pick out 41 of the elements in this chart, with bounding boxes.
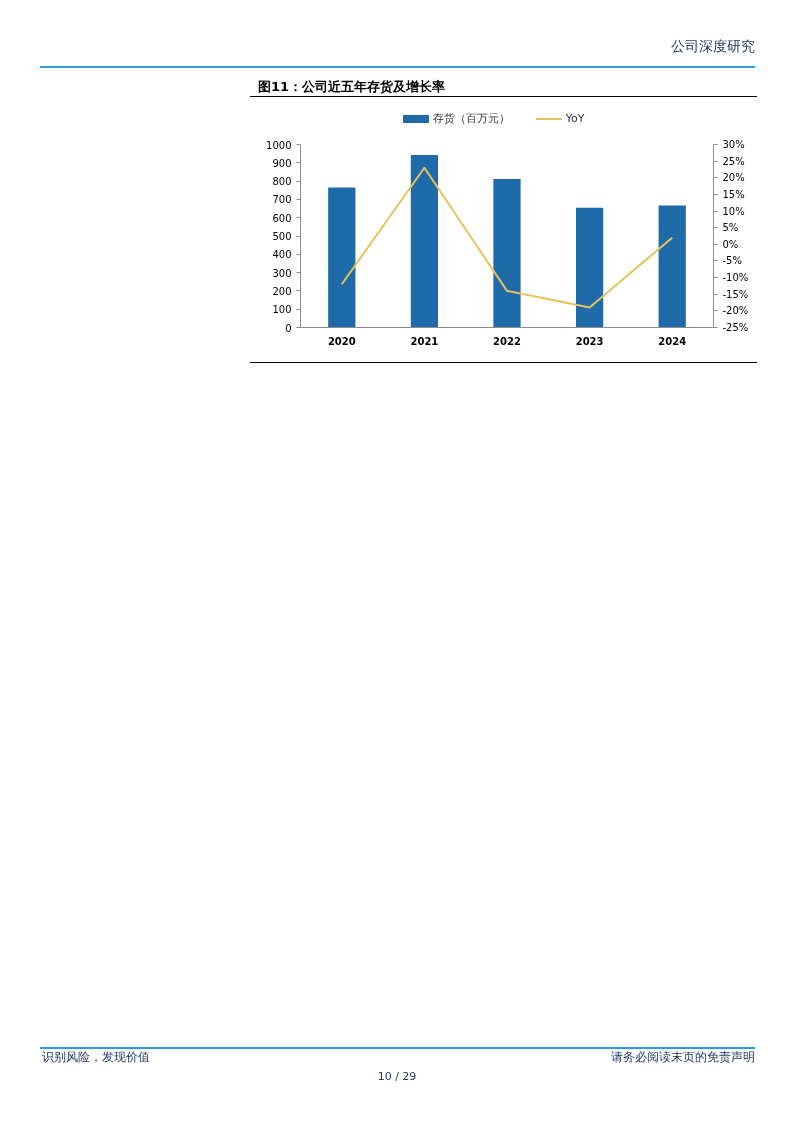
- y2-tick-label: 15%: [722, 188, 745, 200]
- chart-title: 图11：公司近五年存货及增长率: [258, 79, 446, 95]
- y-tick-label: 300: [272, 267, 292, 279]
- y-tick-label: 0: [285, 322, 292, 334]
- y-tick-label: 100: [272, 304, 292, 316]
- bar: [328, 187, 356, 328]
- y-tick-label: 600: [272, 212, 292, 224]
- text: 识别风险，发现价值: [42, 1050, 150, 1065]
- y-tick-label: 700: [272, 194, 292, 206]
- bar: [575, 207, 604, 328]
- y-tick-label: 500: [272, 231, 292, 242]
- text: 公司深度研究: [670, 38, 755, 55]
- y2-tick-label: -25%: [722, 322, 749, 333]
- x-tick-label: 2023: [575, 335, 604, 347]
- y-tick-label: 900: [272, 157, 292, 169]
- y2-tick-label: 0%: [722, 238, 739, 250]
- y2-tick-label: -10%: [722, 272, 749, 284]
- y2-tick-label: -15%: [722, 288, 749, 300]
- y2-tick-label: 10%: [722, 205, 745, 217]
- y2-tick-label: -5%: [722, 255, 742, 267]
- x-tick-label: 2024: [658, 335, 687, 347]
- line-series: [340, 166, 674, 309]
- y2-tick-label: 5%: [722, 222, 739, 234]
- y-tick-label: 400: [272, 249, 292, 261]
- x-tick-label: 2021: [410, 335, 439, 347]
- y-tick-label: 1000: [266, 139, 292, 151]
- x-tick-label: 2020: [327, 335, 356, 347]
- x-tick-label: 2022: [493, 335, 521, 347]
- y2-tick-label: -20%: [722, 305, 749, 317]
- legend-label: 存货（百万元）: [432, 111, 510, 127]
- legend-label: YoY: [565, 111, 585, 127]
- text: 请务必阅读末页的免责声明: [610, 1050, 755, 1065]
- y-tick-label: 800: [272, 176, 292, 188]
- y2-tick-label: 25%: [722, 155, 745, 167]
- y2-tick-label: 30%: [722, 139, 745, 150]
- bar: [410, 155, 439, 328]
- bar: [493, 179, 521, 328]
- y2-tick-label: 20%: [722, 172, 745, 184]
- bar: [658, 205, 686, 328]
- y-tick-label: 200: [272, 285, 292, 297]
- text: 10 / 29: [376, 1070, 418, 1084]
